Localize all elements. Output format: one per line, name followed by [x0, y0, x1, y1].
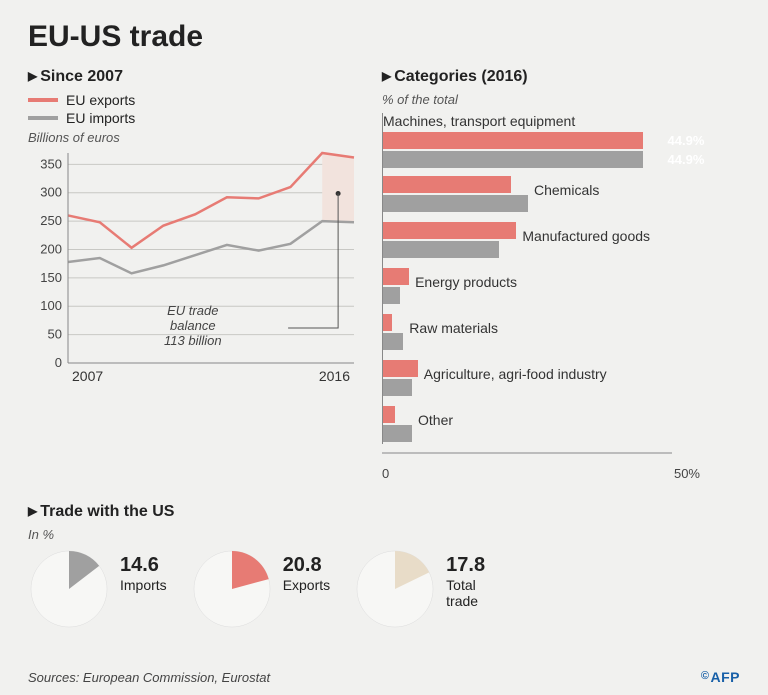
svg-text:50: 50: [48, 327, 62, 342]
yaxis-label: Billions of euros: [28, 130, 358, 145]
category-label: Energy products: [415, 268, 517, 290]
svg-text:0: 0: [55, 355, 62, 370]
line-chart: 0 50 100 150 200 250 300 350 2007 2016 EU trade b…: [28, 147, 358, 407]
pie-text: 17.8 Totaltrade: [446, 548, 485, 609]
category-label: Machines, transport equipment: [383, 113, 740, 129]
category-group: Manufactured goods: [383, 222, 740, 260]
pie-chart: [191, 548, 273, 630]
page-title: EU-US trade: [28, 20, 740, 54]
svg-text:350: 350: [40, 156, 62, 171]
sources-text: Sources: European Commission, Eurostat: [28, 670, 270, 685]
category-group: Machines, transport equipment44.9%44.9%: [383, 113, 740, 168]
legend-imports: EU imports: [28, 110, 358, 126]
line-chart-title: ▶Since 2007: [28, 68, 358, 86]
category-label: Raw materials: [409, 314, 498, 336]
categories-panel: ▶Categories (2016) % of the total Machin…: [382, 68, 740, 481]
category-group: Chemicals: [383, 176, 740, 214]
trade-balance-annotation: EU trade balance 113 billion: [164, 303, 222, 348]
categories-sublabel: % of the total: [382, 92, 740, 107]
trade-us-panel: ▶Trade with the US In % 14.6 Imports 20.…: [28, 503, 740, 630]
line-chart-panel: ▶Since 2007 EU exports EU imports Billio…: [28, 68, 358, 481]
categories-title: ▶Categories (2016): [382, 68, 740, 86]
categories-xaxis: 0 50%: [382, 466, 740, 481]
category-group: Agriculture, agri-food industry: [383, 360, 740, 398]
category-group: Other: [383, 406, 740, 444]
category-group: Energy products: [383, 268, 740, 306]
legend-swatch-exports: [28, 98, 58, 102]
category-group: Raw materials: [383, 314, 740, 352]
pie-text: 14.6 Imports: [120, 548, 167, 593]
legend-exports: EU exports: [28, 92, 358, 108]
pie-block: 17.8 Totaltrade: [354, 548, 485, 630]
svg-text:100: 100: [40, 298, 62, 313]
category-label: Manufactured goods: [522, 222, 650, 244]
category-label: Other: [418, 406, 453, 428]
svg-text:150: 150: [40, 270, 62, 285]
pie-block: 20.8 Exports: [191, 548, 330, 630]
category-label: Chemicals: [534, 176, 599, 198]
footer: Sources: European Commission, Eurostat ©…: [28, 669, 740, 685]
svg-text:2016: 2016: [319, 368, 350, 384]
svg-text:300: 300: [40, 185, 62, 200]
svg-text:2007: 2007: [72, 368, 103, 384]
pie-chart: [28, 548, 110, 630]
svg-text:250: 250: [40, 213, 62, 228]
category-label: Agriculture, agri-food industry: [424, 360, 607, 382]
pie-block: 14.6 Imports: [28, 548, 167, 630]
pies-row: 14.6 Imports 20.8 Exports 17.8 Totaltrad…: [28, 548, 740, 630]
pie-text: 20.8 Exports: [283, 548, 330, 593]
categories-bars: Machines, transport equipment44.9%44.9% C…: [382, 113, 740, 444]
afp-credit: ©AFP: [701, 669, 740, 685]
line-chart-legend: EU exports EU imports: [28, 92, 358, 126]
pie-chart: [354, 548, 436, 630]
trade-us-sublabel: In %: [28, 527, 740, 542]
trade-us-title: ▶Trade with the US: [28, 503, 740, 521]
legend-swatch-imports: [28, 116, 58, 120]
svg-text:200: 200: [40, 241, 62, 256]
